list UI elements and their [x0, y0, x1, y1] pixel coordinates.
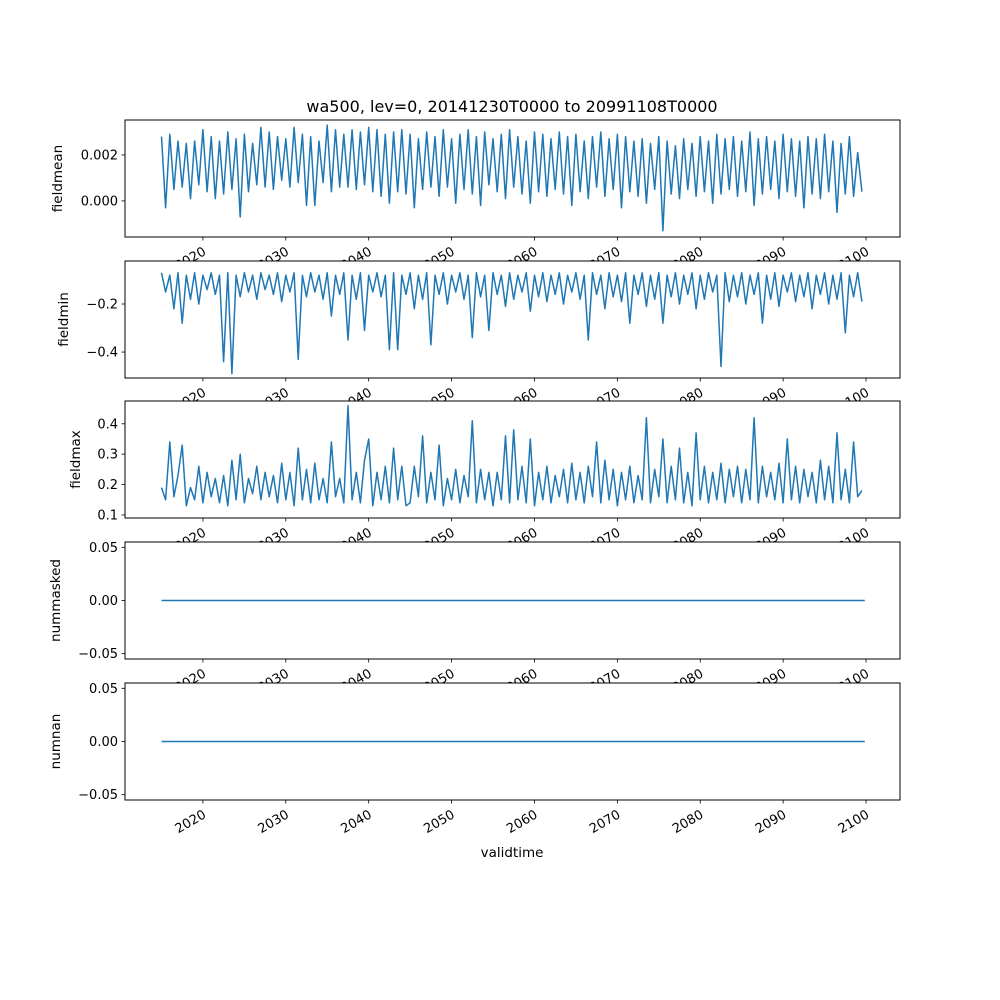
- axes-frame: [124, 400, 901, 519]
- y-tick-label: −0.05: [78, 788, 118, 803]
- y-axis-label: fieldmin: [56, 292, 72, 347]
- y-axis-label: fieldmean: [50, 145, 66, 212]
- axes-frame: [124, 260, 901, 379]
- y-axis-label: fieldmax: [68, 430, 84, 489]
- y-tick-label: 0.00: [89, 594, 118, 609]
- series-line-fieldmax: [160, 404, 863, 507]
- y-tick-label: −0.2: [86, 298, 118, 313]
- y-tick-label: 0.05: [89, 541, 118, 556]
- y-tick-label: 0.002: [81, 148, 118, 163]
- series-line-fieldmean: [160, 124, 863, 232]
- y-axis-label: nummasked: [48, 559, 64, 642]
- y-tick-label: 0.4: [97, 417, 118, 432]
- y-tick-label: −0.05: [78, 647, 118, 662]
- y-tick-label: 0.1: [97, 508, 118, 523]
- x-axis-label: validtime: [481, 845, 544, 861]
- y-tick-label: 0.05: [89, 682, 118, 697]
- y-tick-label: 0.3: [97, 448, 118, 463]
- axes-frame: [124, 119, 901, 238]
- y-tick-label: −0.4: [86, 346, 118, 361]
- y-tick-label: 0.000: [81, 194, 118, 209]
- chart-title: wa500, lev=0, 20141230T0000 to 20991108T…: [306, 97, 717, 116]
- y-tick-label: 0.2: [97, 478, 118, 493]
- y-tick-label: 0.00: [89, 735, 118, 750]
- series-line-fieldmin: [160, 272, 863, 375]
- y-axis-label: numnan: [48, 714, 64, 770]
